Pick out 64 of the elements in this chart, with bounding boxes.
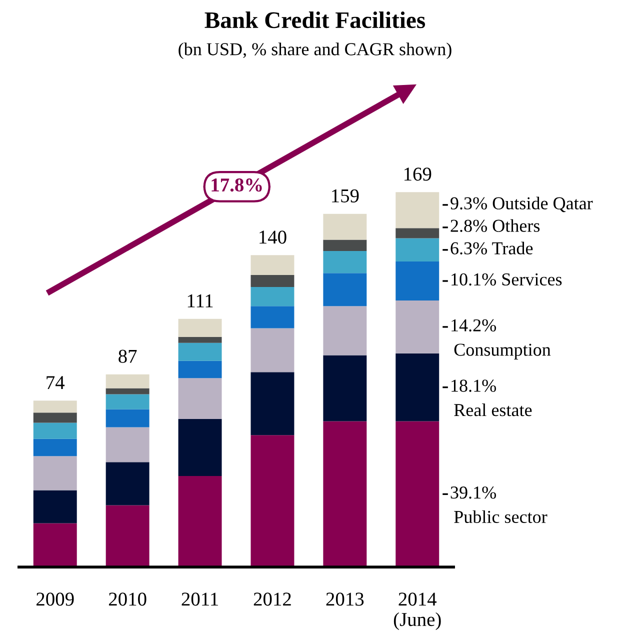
x-tick-label: 2011 [182,592,218,606]
bar [178,418,222,476]
bar [323,214,367,240]
annotation: 169 [404,168,432,181]
bar [323,240,367,252]
bar [250,435,294,568]
bar [250,287,294,306]
bar [250,275,294,288]
bar [106,394,150,410]
annotation: 14.2% Consumption [452,319,551,360]
bar [106,409,150,428]
bar [106,374,150,388]
annotation: 9.3% Outside Qatar [450,196,593,212]
bar [323,251,367,274]
bar [178,378,222,419]
x-tick-label: 2009 [36,592,74,606]
bar [106,427,150,462]
bar [106,505,150,568]
bar [178,318,222,337]
bar [33,422,77,439]
bar [396,300,440,354]
annotation: 87 [118,350,137,363]
text: 17.8% [212,178,262,192]
bar [396,262,440,301]
bar [106,388,150,394]
bar [396,353,440,422]
annotation: 140 [260,230,286,244]
bar [33,438,77,456]
bar [33,456,77,490]
bar [323,273,367,306]
bar [178,476,222,568]
annotation: 159 [332,189,359,202]
annotation: 39.1% Public sector [450,486,548,524]
bar [396,192,440,228]
bar [33,400,77,413]
annotation: 18.1% Real estate [452,380,532,416]
x-tick-label: 2013 [326,592,364,606]
bar [250,372,294,436]
bar [106,462,150,506]
bar [250,328,294,372]
chart-title: Bank Credit Facilities [204,12,426,28]
bar [33,490,77,524]
x-tick-label: 2012 [254,592,291,606]
bar [33,412,77,423]
bar [33,523,77,568]
annotation: 74 [46,376,65,389]
bar [396,228,440,238]
bar [396,238,440,262]
x-tick-label: 2014 (June) [394,592,441,630]
annotation: 2.8% Others [450,219,540,232]
bar [250,306,294,328]
bar [323,421,367,568]
annotation: 6.3% Trade [450,242,533,254]
bar [323,355,367,422]
bar [250,255,294,276]
bar [178,342,222,361]
bar [178,336,222,343]
bar [323,306,367,356]
chart-subtitle: (bn USD, % share and CAGR shown) [178,42,452,59]
bar [396,421,440,568]
x-tick-label: 2010 [108,592,146,606]
annotation: 10.1% Services [452,273,562,286]
annotation: 111 [188,294,213,308]
bar [178,360,222,378]
